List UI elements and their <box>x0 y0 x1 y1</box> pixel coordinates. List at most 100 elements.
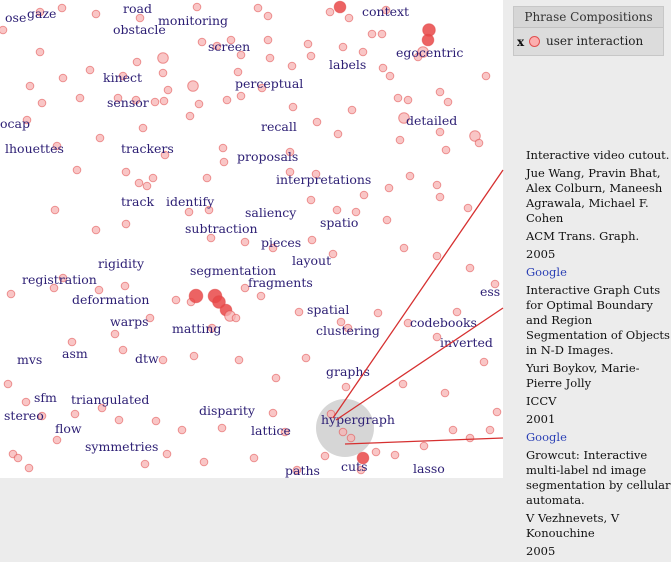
phrase-dot[interactable] <box>405 171 415 181</box>
phrase-dot[interactable] <box>194 99 204 109</box>
phrase-dot[interactable] <box>157 52 169 64</box>
phrase-dot[interactable] <box>6 289 16 299</box>
phrase-dot[interactable] <box>381 5 391 15</box>
phrase-dot[interactable] <box>271 373 281 383</box>
phrase-label[interactable]: registration <box>22 272 97 287</box>
phrase-label[interactable]: perceptual <box>235 76 304 91</box>
phrase-dot[interactable] <box>432 180 442 190</box>
phrase-dot[interactable] <box>359 190 369 200</box>
phrase-dot[interactable] <box>399 243 409 253</box>
phrase-dot[interactable] <box>306 195 316 205</box>
phrase-dot[interactable] <box>199 457 209 467</box>
phrase-dot[interactable] <box>212 41 222 51</box>
phrase-label[interactable]: symmetries <box>85 439 159 454</box>
phrase-dot[interactable] <box>287 61 297 71</box>
phrase-dot[interactable] <box>373 308 383 318</box>
phrase-label[interactable]: track <box>121 194 155 209</box>
phrase-label[interactable]: segmentation <box>190 263 277 278</box>
phrase-dot[interactable] <box>162 449 172 459</box>
phrase-dot[interactable] <box>268 243 278 253</box>
phrase-dot[interactable] <box>419 441 429 451</box>
phrase-dot[interactable] <box>94 285 104 295</box>
phrase-dot[interactable] <box>219 157 229 167</box>
remove-composition-icon[interactable]: x <box>517 35 525 49</box>
phrase-dot[interactable] <box>249 453 259 463</box>
phrase-dot[interactable] <box>240 283 250 293</box>
phrase-dot[interactable] <box>159 96 169 106</box>
phrase-label[interactable]: fragments <box>248 275 313 290</box>
phrase-dot[interactable] <box>95 133 105 143</box>
phrase-dot[interactable] <box>121 219 131 229</box>
phrase-dot[interactable] <box>367 29 377 39</box>
phrase-dot[interactable] <box>50 205 60 215</box>
phrase-dot[interactable] <box>142 181 152 191</box>
phrase-dot[interactable] <box>226 35 236 45</box>
phrase-dot[interactable] <box>301 353 311 363</box>
phrase-label[interactable]: hypergraph <box>321 412 395 427</box>
phrase-label[interactable]: context <box>362 4 410 19</box>
phrase-dot[interactable] <box>85 65 95 75</box>
phrase-label[interactable]: matting <box>172 321 222 336</box>
phrase-dot[interactable] <box>432 251 442 261</box>
phrase-label[interactable]: spatial <box>307 302 350 317</box>
phrase-dot[interactable] <box>91 225 101 235</box>
phrase-label[interactable]: paths <box>285 463 320 478</box>
phrase-dot[interactable] <box>52 141 62 151</box>
phrase-dot[interactable] <box>306 51 316 61</box>
phrase-dot[interactable] <box>325 7 335 17</box>
phrase-dot[interactable] <box>341 382 351 392</box>
phrase-label[interactable]: graphs <box>326 364 370 379</box>
phrase-dot[interactable] <box>236 91 246 101</box>
phrase-dot[interactable] <box>75 93 85 103</box>
phrase-dot[interactable] <box>384 183 394 193</box>
phrase-dot[interactable] <box>72 165 82 175</box>
phrase-dot[interactable] <box>303 39 313 49</box>
phrase-dot[interactable] <box>114 415 124 425</box>
phrase-dot[interactable] <box>265 53 275 63</box>
phrase-dot[interactable] <box>332 205 342 215</box>
phrase-dot[interactable] <box>233 67 243 77</box>
phrase-dot[interactable] <box>465 263 475 273</box>
phrase-dot[interactable] <box>197 37 207 47</box>
phrase-dot[interactable] <box>240 237 250 247</box>
phrase-dot[interactable] <box>120 281 130 291</box>
phrase-label[interactable]: stereo <box>4 408 44 423</box>
phrase-dot[interactable] <box>138 123 148 133</box>
phrase-dot[interactable] <box>132 57 142 67</box>
phrase-dot[interactable] <box>206 233 216 243</box>
phrase-label[interactable]: lattice <box>251 423 291 438</box>
phrase-dot[interactable] <box>358 47 368 57</box>
phrase-dot[interactable] <box>288 102 298 112</box>
phrase-label[interactable]: monitoring <box>158 13 229 28</box>
phrase-dot[interactable] <box>207 323 217 333</box>
phrase-dot[interactable] <box>344 13 354 23</box>
phrase-dot[interactable] <box>280 427 290 437</box>
phrase-label[interactable]: identify <box>166 194 215 209</box>
phrase-dot[interactable] <box>285 147 295 157</box>
phrase-label[interactable]: spatio <box>320 215 359 230</box>
phrase-dot[interactable] <box>35 47 45 57</box>
phrase-label[interactable]: trackers <box>121 141 174 156</box>
phrase-dot[interactable] <box>395 135 405 145</box>
phrase-label[interactable]: obstacle <box>113 22 166 37</box>
phrase-dot[interactable] <box>140 459 150 469</box>
phrase-dot[interactable] <box>188 288 204 304</box>
phrase-label[interactable]: road <box>123 1 152 16</box>
phrase-dot[interactable] <box>150 97 160 107</box>
phrase-label[interactable]: ocap <box>0 116 30 131</box>
phrase-dot[interactable] <box>312 117 322 127</box>
phrase-dot[interactable] <box>441 145 451 155</box>
phrase-label[interactable]: proposals <box>237 149 299 164</box>
phrase-dot[interactable] <box>113 93 123 103</box>
phrase-dot[interactable] <box>222 95 232 105</box>
phrase-label[interactable]: detailed <box>406 113 458 128</box>
phrase-dot[interactable] <box>97 403 107 413</box>
phrase-dot[interactable] <box>151 416 161 426</box>
phrase-map[interactable]: ose gaze road monitoring obstacle context egoc… <box>0 0 503 478</box>
phrase-label[interactable]: saliency <box>245 205 297 220</box>
phrase-dot[interactable] <box>192 2 202 12</box>
phrase-dot[interactable] <box>118 345 128 355</box>
phrase-dot[interactable] <box>268 408 278 418</box>
phrase-dot[interactable] <box>160 150 170 160</box>
legend-item[interactable]: x user interaction <box>514 28 663 56</box>
